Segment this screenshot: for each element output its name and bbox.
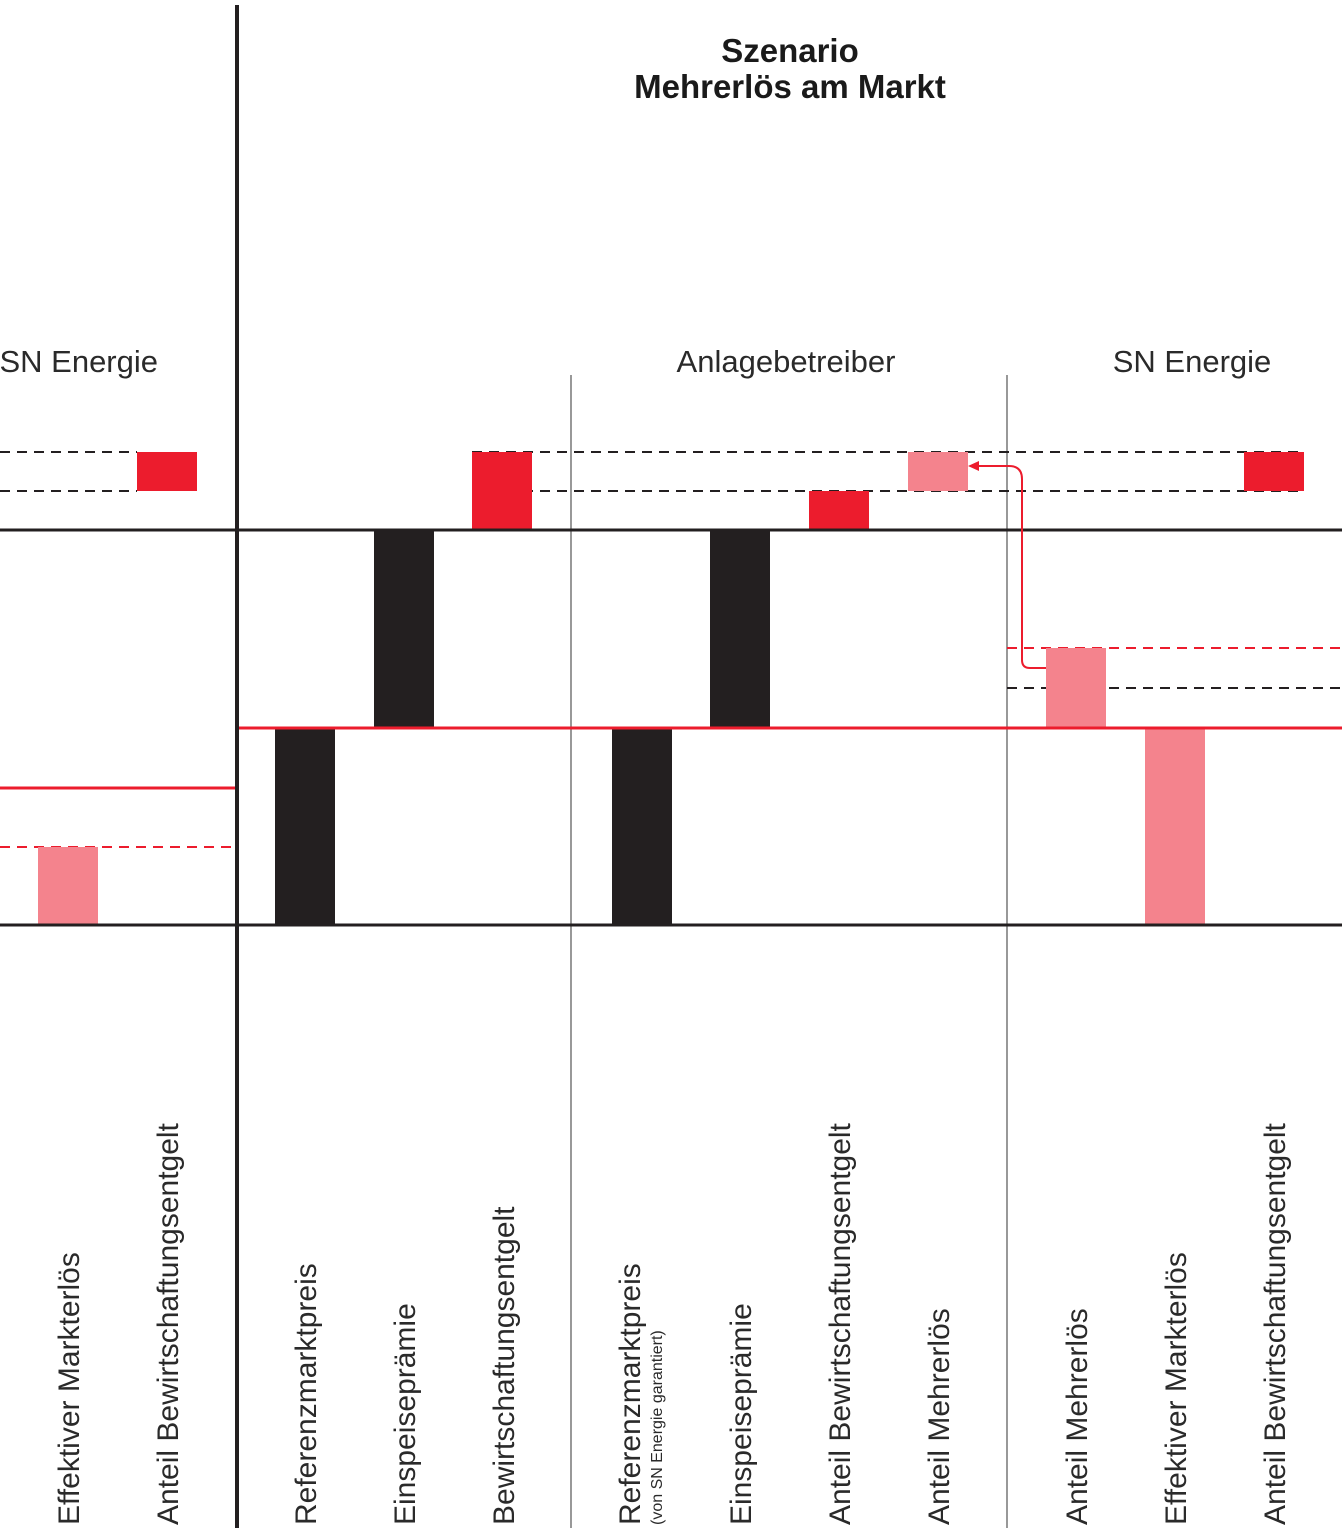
bar-ab-einspeisepraemie xyxy=(710,530,770,728)
sublabel-ab-referenzmarktpreis: (von SN Energie garantiert) xyxy=(649,1330,666,1525)
label-ab-anteil-mehrerloes: Anteil Mehrerlös xyxy=(923,1308,956,1525)
bar-sn-anteil-bewirtschaftungsentgelt xyxy=(1244,452,1304,491)
bar-ab-referenzmarktpreis xyxy=(612,728,672,925)
bar-einspeisepraemie xyxy=(374,530,434,728)
label-left-anteil-bewirtschaftungsentgelt: Anteil Bewirtschaftungsentgelt xyxy=(152,1122,185,1525)
bar-ab-anteil-bewirtschaftungsentgelt xyxy=(809,491,869,530)
bar-bewirtschaftungsentgelt xyxy=(472,452,532,530)
label-left-effektiver-markterloes: Effektiver Markterlös xyxy=(53,1252,86,1525)
bar-left-effektiver-markterloes xyxy=(38,847,98,925)
label-ab-einspeisepraemie: Einspeiseprämie xyxy=(725,1303,758,1525)
group-label-sn-energie: SN Energie xyxy=(1113,344,1272,379)
label-einspeisepraemie: Einspeiseprämie xyxy=(389,1303,422,1525)
bar-referenzmarktpreis xyxy=(275,728,335,925)
mehrerloes-arrow-line xyxy=(978,465,1046,669)
label-ab-anteil-bewirtschaftungsentgelt: Anteil Bewirtschaftungsentgelt xyxy=(824,1122,857,1525)
bar-sn-effektiver-markterloes xyxy=(1145,728,1205,925)
bar-sn-anteil-mehrerloes xyxy=(1046,648,1106,728)
bar-left-anteil-bewirtschaftungsentgelt xyxy=(137,452,197,491)
label-referenzmarktpreis: Referenzmarktpreis xyxy=(290,1263,323,1525)
label-sn-anteil-mehrerloes: Anteil Mehrerlös xyxy=(1061,1308,1094,1525)
label-bewirtschaftungsentgelt: Bewirtschaftungsentgelt xyxy=(488,1206,521,1525)
title-line-1: Szenario xyxy=(721,32,859,69)
group-label-left-sn-energie: SN Energie xyxy=(0,344,158,379)
mehrerloes-arrow-head xyxy=(968,461,979,471)
group-label-anlagebetreiber: Anlagebetreiber xyxy=(677,344,896,379)
label-sn-anteil-bewirtschaftungsentgelt: Anteil Bewirtschaftungsentgelt xyxy=(1259,1122,1292,1525)
label-sn-effektiver-markterloes: Effektiver Markterlös xyxy=(1160,1252,1193,1525)
title-line-2: Mehrerlös am Markt xyxy=(634,68,946,105)
label-ab-referenzmarktpreis: Referenzmarktpreis xyxy=(614,1263,647,1525)
bar-ab-anteil-mehrerloes xyxy=(908,452,968,491)
